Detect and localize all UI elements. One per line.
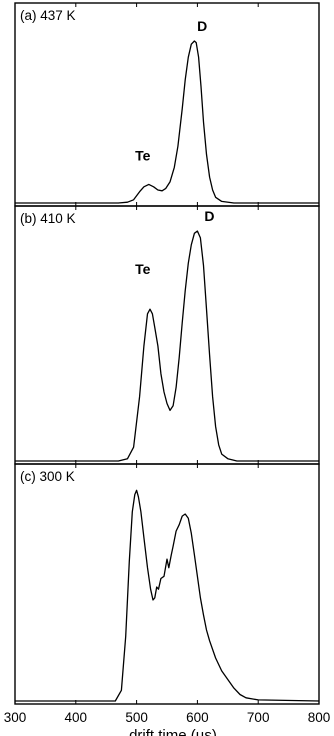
- x-tick-label: 300: [4, 710, 27, 725]
- peak-annotation: Te: [135, 261, 151, 277]
- x-tick-label: 500: [125, 710, 148, 725]
- peak-annotation: D: [204, 208, 214, 224]
- x-axis-title: drift time (µs): [129, 727, 217, 736]
- panel-frame: [14, 463, 320, 705]
- panel-frame: [14, 2, 320, 207]
- x-tick-label: 600: [186, 710, 209, 725]
- x-tick-label: 700: [247, 710, 270, 725]
- x-tick-label: 800: [308, 710, 331, 725]
- series-line: [15, 40, 319, 204]
- peak-annotation: D: [197, 18, 207, 34]
- panel-frame: [14, 205, 320, 465]
- series-line: [15, 230, 319, 462]
- x-tick-label: 400: [65, 710, 88, 725]
- series-line: [15, 489, 320, 702]
- panel-label: (c) 300 K: [20, 469, 75, 484]
- panel-label: (b) 410 K: [20, 211, 76, 226]
- peak-annotation: Te: [135, 148, 151, 164]
- panel-label: (a) 437 K: [20, 8, 76, 23]
